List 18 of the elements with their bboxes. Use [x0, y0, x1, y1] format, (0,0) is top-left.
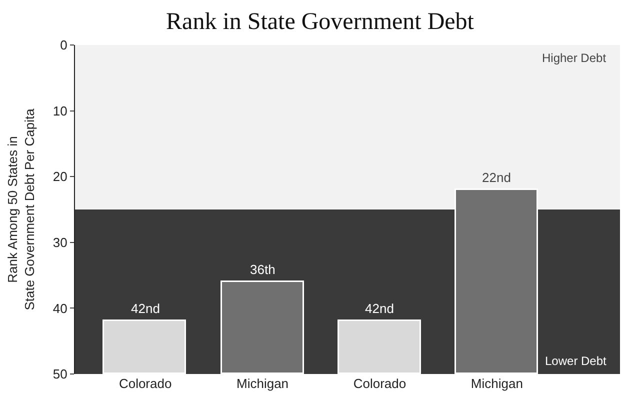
- y-tick-label: 10: [52, 103, 68, 118]
- band-label: Higher Debt: [542, 51, 607, 65]
- x-tick-label: Colorado: [118, 376, 172, 391]
- y-axis-title: Rank Among 50 States in State Government Debt Per Capita: [4, 108, 37, 310]
- band-label: Lower Debt: [545, 354, 608, 368]
- y-tick-label: 0: [60, 38, 68, 53]
- x-tick-label: Michigan: [236, 376, 289, 391]
- y-tick-label: 30: [52, 234, 68, 250]
- data-label: 22nd: [482, 170, 511, 185]
- data-label: 36th: [250, 262, 276, 277]
- x-tick-label: Colorado: [353, 376, 406, 391]
- data-label: 42nd: [365, 301, 394, 316]
- data-label: 42nd: [131, 301, 160, 316]
- y-tick-label: 50: [52, 366, 68, 382]
- y-tick-label: 40: [52, 300, 68, 316]
- x-tick-label: Michigan: [470, 376, 523, 391]
- chart-title: Rank in State Government Debt: [166, 9, 474, 36]
- y-tick-label: 20: [52, 169, 68, 184]
